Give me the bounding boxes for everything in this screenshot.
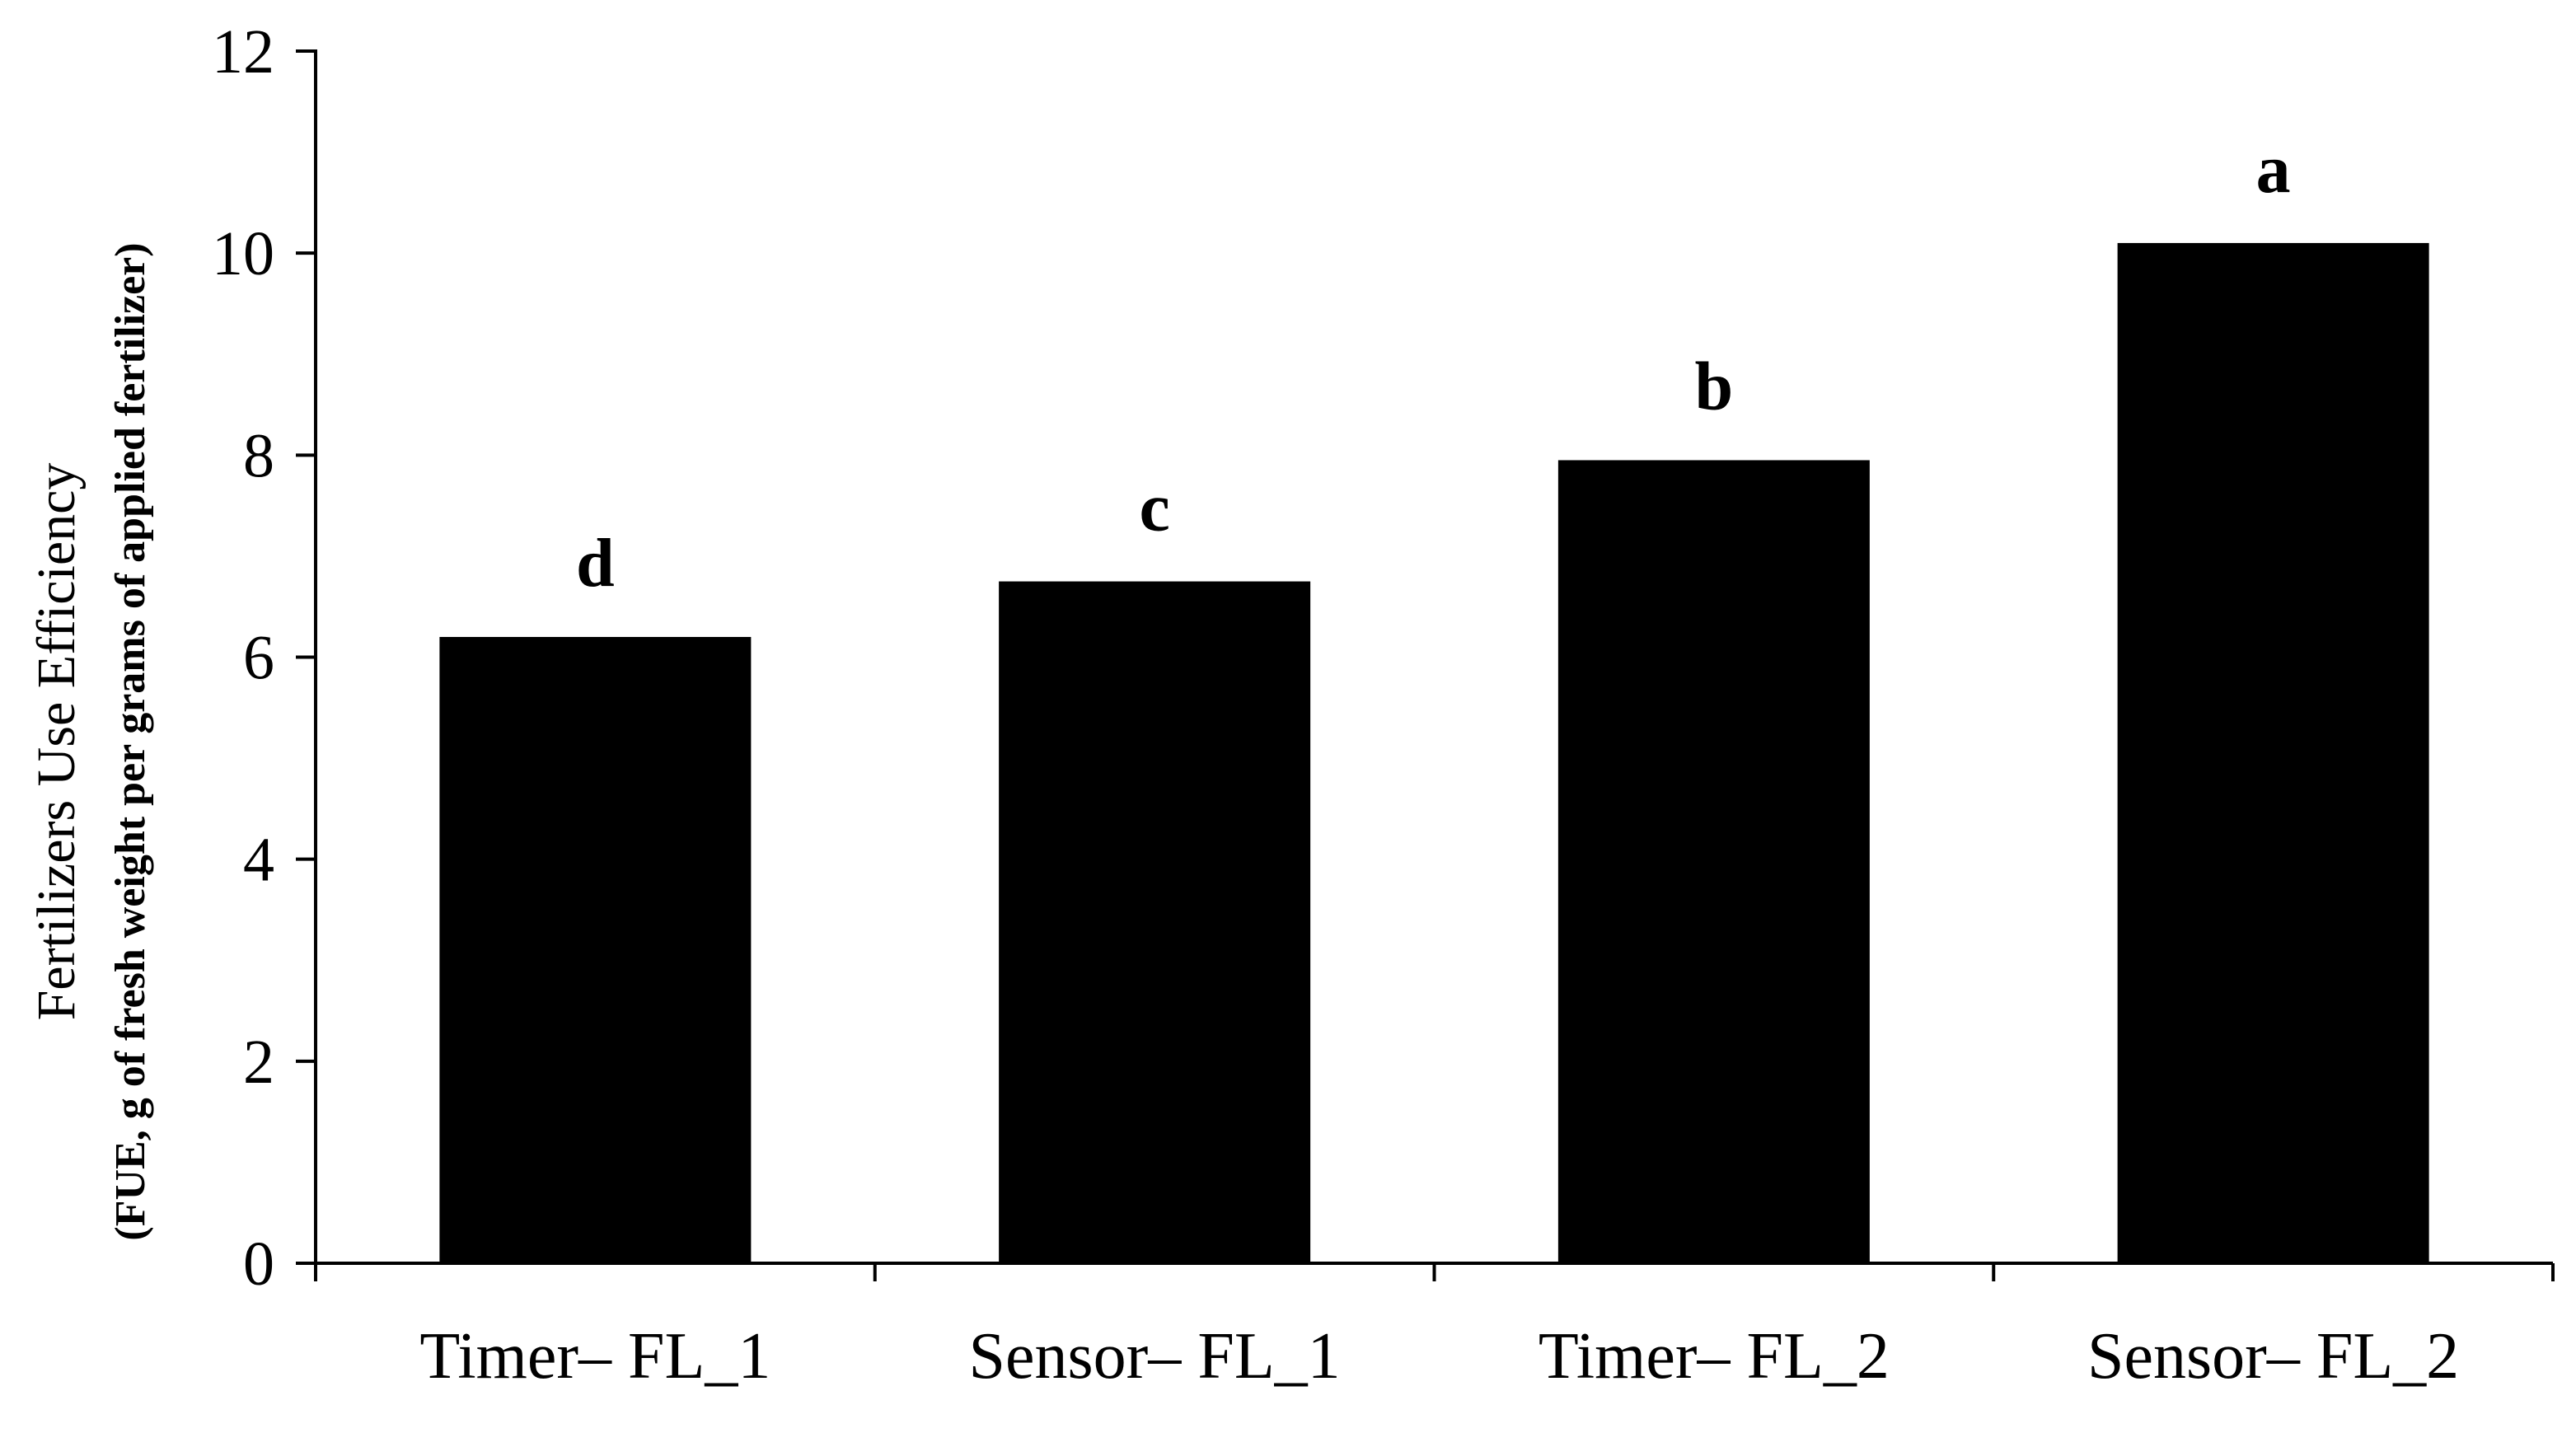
x-labels: Timer– FL_1 Sensor– FL_1 Timer– FL_2 Sensor…: [419, 1320, 2459, 1393]
x-tick-label: Sensor– FL_1: [969, 1320, 1341, 1393]
y-tick-label: 12: [212, 17, 274, 87]
bar: [2117, 242, 2429, 1263]
y-axis-label: Fertilizers Use Efficiency: [26, 463, 87, 1021]
bar-significance-label: c: [1139, 470, 1169, 546]
bar: [439, 636, 752, 1263]
x-tick-label: Sensor– FL_2: [2087, 1320, 2459, 1393]
x-tick-label: Timer– FL_1: [419, 1320, 770, 1393]
y-tick-label: 4: [243, 826, 274, 895]
y-tick-label: 0: [243, 1229, 274, 1299]
bar: [1557, 460, 1870, 1263]
y-tick-label: 10: [212, 219, 274, 288]
bar: [999, 581, 1311, 1263]
y-tick-label: 8: [243, 421, 274, 490]
bar-significance-label: a: [2256, 131, 2291, 208]
y-axis-sublabel: (FUE, g of fresh weight per grams of app…: [107, 242, 154, 1240]
bar-significance-label: b: [1695, 348, 1734, 424]
y-tick-label: 2: [243, 1028, 274, 1097]
y-axis-label-group: Fertilizers Use Efficiency (FUE, g of fr…: [26, 242, 154, 1240]
bar-significance-label: d: [576, 525, 615, 602]
bar-labels: d c b a: [576, 131, 2291, 602]
bars: [439, 242, 2429, 1263]
y-tick-label: 6: [243, 624, 274, 693]
y-ticks: 0 2 4 6 8 10 12: [212, 17, 316, 1299]
x-tick-label: Timer– FL_2: [1539, 1320, 1890, 1393]
